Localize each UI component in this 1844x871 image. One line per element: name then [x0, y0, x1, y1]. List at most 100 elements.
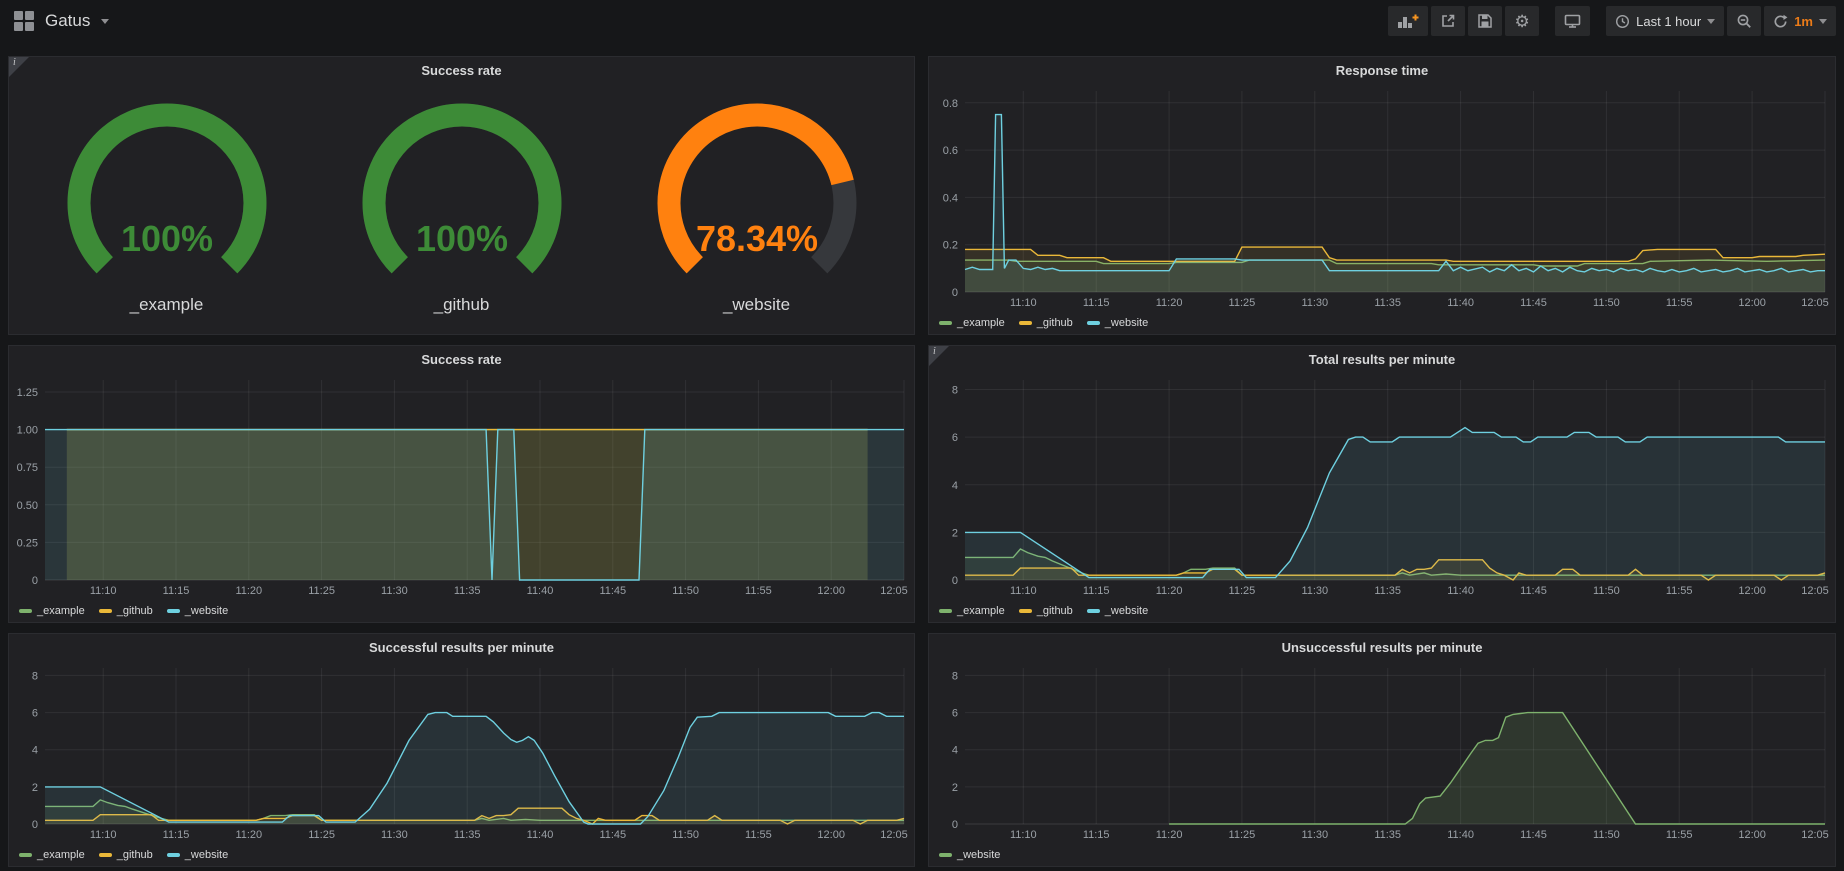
- legend-swatch-icon: [1019, 321, 1032, 325]
- panel-info-corner[interactable]: i: [929, 346, 949, 366]
- legend-label: _example: [37, 605, 85, 617]
- svg-text:12:05: 12:05: [1801, 829, 1829, 841]
- time-range-label: Last 1 hour: [1636, 14, 1701, 29]
- zoom-out-button[interactable]: [1727, 6, 1761, 36]
- time-range-picker-button[interactable]: Last 1 hour: [1606, 6, 1724, 36]
- dashboard-title[interactable]: Gatus: [45, 11, 90, 31]
- dashboard-dropdown-caret-icon[interactable]: [101, 19, 109, 24]
- svg-text:11:35: 11:35: [1374, 585, 1401, 597]
- svg-text:11:50: 11:50: [672, 585, 699, 597]
- chart-legend: _website: [929, 844, 1835, 866]
- add-panel-button[interactable]: [1388, 6, 1428, 36]
- svg-text:11:55: 11:55: [1666, 585, 1693, 597]
- legend-label: _website: [185, 605, 228, 617]
- svg-text:12:05: 12:05: [880, 829, 908, 841]
- legend-swatch-icon: [99, 609, 112, 613]
- time-range-caret-icon: [1707, 19, 1715, 24]
- panel-title[interactable]: Success rate: [421, 63, 501, 78]
- legend-item-_website[interactable]: _website: [1087, 317, 1148, 329]
- svg-text:11:55: 11:55: [1666, 297, 1693, 309]
- gauge-label: _github: [434, 295, 490, 315]
- svg-text:12:00: 12:00: [1738, 585, 1766, 597]
- panel-title[interactable]: Total results per minute: [1309, 352, 1455, 367]
- legend-item-_github[interactable]: _github: [1019, 317, 1073, 329]
- legend-item-_website[interactable]: _website: [167, 605, 228, 617]
- svg-text:4: 4: [952, 745, 958, 757]
- svg-text:100%: 100%: [415, 218, 507, 259]
- svg-text:12:00: 12:00: [817, 585, 845, 597]
- grafana-logo-grid-icon[interactable]: [14, 11, 34, 31]
- legend-item-_website[interactable]: _website: [167, 849, 228, 861]
- svg-text:11:30: 11:30: [1301, 585, 1328, 597]
- chart-legend: _example _github _website: [929, 312, 1835, 334]
- legend-swatch-icon: [1087, 321, 1100, 325]
- panel-title[interactable]: Response time: [1336, 63, 1428, 78]
- panel-title[interactable]: Unsuccessful results per minute: [1282, 640, 1483, 655]
- gauge-arc: 100%: [22, 97, 312, 295]
- chart-canvas[interactable]: 11:1011:1511:2011:2511:3011:3511:4011:45…: [9, 660, 914, 844]
- legend-item-_website[interactable]: _website: [1087, 605, 1148, 617]
- save-button[interactable]: [1468, 6, 1502, 36]
- svg-text:0.4: 0.4: [943, 192, 958, 204]
- svg-text:78.34%: 78.34%: [695, 218, 817, 259]
- svg-text:11:30: 11:30: [1301, 297, 1328, 309]
- svg-text:11:30: 11:30: [381, 829, 408, 841]
- gauges-row: 100% _example 100% _github 78.34% _websi…: [9, 83, 914, 334]
- chart-canvas[interactable]: 11:1011:1511:2011:2511:3011:3511:4011:45…: [929, 660, 1835, 844]
- share-button[interactable]: [1431, 6, 1465, 36]
- chart-legend: _example _github _website: [929, 600, 1835, 622]
- svg-text:11:20: 11:20: [1156, 829, 1183, 841]
- svg-text:11:10: 11:10: [90, 585, 117, 597]
- svg-text:1.00: 1.00: [17, 425, 38, 437]
- svg-text:11:15: 11:15: [1083, 585, 1110, 597]
- legend-label: _website: [1105, 605, 1148, 617]
- svg-text:11:25: 11:25: [1229, 297, 1256, 309]
- panel-success-rate-graph: Success rate 11:1011:1511:2011:2511:3011…: [8, 345, 915, 623]
- legend-item-_example[interactable]: _example: [939, 605, 1005, 617]
- refresh-button[interactable]: 1m: [1764, 6, 1836, 36]
- svg-text:11:15: 11:15: [163, 829, 190, 841]
- chart-canvas[interactable]: 11:1011:1511:2011:2511:3011:3511:4011:45…: [929, 83, 1835, 312]
- svg-text:11:45: 11:45: [1520, 829, 1547, 841]
- svg-text:12:00: 12:00: [817, 829, 845, 841]
- settings-button[interactable]: ⚙: [1505, 6, 1539, 36]
- svg-text:11:35: 11:35: [1374, 829, 1401, 841]
- legend-item-_example[interactable]: _example: [19, 605, 85, 617]
- svg-text:2: 2: [952, 782, 958, 794]
- svg-text:8: 8: [32, 670, 38, 682]
- dashboard-grid: i Success rate 100% _example 100% _githu…: [0, 42, 1844, 867]
- svg-text:100%: 100%: [120, 218, 212, 259]
- info-icon: i: [933, 346, 936, 357]
- chart-legend: _example _github _website: [9, 844, 914, 866]
- svg-text:11:15: 11:15: [1083, 297, 1110, 309]
- clock-icon: [1615, 14, 1630, 29]
- svg-text:11:45: 11:45: [1520, 585, 1547, 597]
- chart-canvas[interactable]: 11:1011:1511:2011:2511:3011:3511:4011:45…: [929, 372, 1835, 600]
- legend-item-_website[interactable]: _website: [939, 849, 1000, 861]
- svg-text:12:00: 12:00: [1738, 829, 1766, 841]
- gauge-example: 100% _example: [22, 97, 312, 315]
- brand: Gatus: [14, 11, 109, 31]
- legend-item-_example[interactable]: _example: [19, 849, 85, 861]
- legend-item-_github[interactable]: _github: [99, 849, 153, 861]
- chart-canvas[interactable]: 11:1011:1511:2011:2511:3011:3511:4011:45…: [9, 372, 914, 600]
- legend-swatch-icon: [939, 853, 952, 857]
- svg-text:11:40: 11:40: [527, 585, 554, 597]
- panel-title[interactable]: Success rate: [421, 352, 501, 367]
- legend-swatch-icon: [939, 321, 952, 325]
- legend-swatch-icon: [1019, 609, 1032, 613]
- legend-item-_example[interactable]: _example: [939, 317, 1005, 329]
- legend-swatch-icon: [99, 853, 112, 857]
- svg-text:11:30: 11:30: [381, 585, 408, 597]
- legend-swatch-icon: [1087, 609, 1100, 613]
- legend-label: _example: [957, 317, 1005, 329]
- panel-successful-results: Successful results per minute 11:1011:15…: [8, 633, 915, 867]
- panel-title[interactable]: Successful results per minute: [369, 640, 554, 655]
- legend-item-_github[interactable]: _github: [1019, 605, 1073, 617]
- cycle-view-button[interactable]: [1555, 6, 1590, 36]
- legend-label: _website: [957, 849, 1000, 861]
- svg-text:11:10: 11:10: [1010, 585, 1037, 597]
- svg-text:11:15: 11:15: [163, 585, 190, 597]
- panel-info-corner[interactable]: i: [9, 57, 29, 77]
- legend-item-_github[interactable]: _github: [99, 605, 153, 617]
